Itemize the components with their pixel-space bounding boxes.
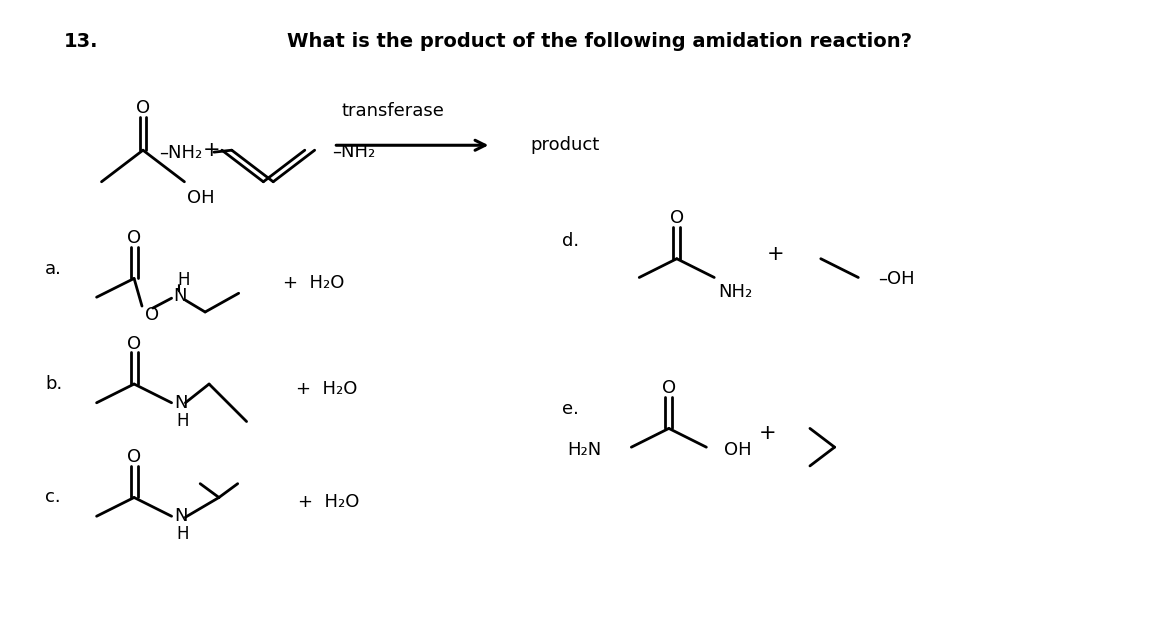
Text: N: N <box>174 507 188 525</box>
Text: OH: OH <box>724 441 752 459</box>
Text: transferase: transferase <box>341 102 444 120</box>
Text: O: O <box>135 99 150 117</box>
Text: O: O <box>669 209 683 227</box>
Text: O: O <box>662 379 676 397</box>
Text: b.: b. <box>46 375 63 393</box>
Text: O: O <box>127 229 141 247</box>
Text: +  H₂O: + H₂O <box>283 275 345 293</box>
Text: +  H₂O: + H₂O <box>296 380 357 398</box>
Text: –NH₂: –NH₂ <box>159 144 202 162</box>
Text: O: O <box>127 448 141 466</box>
Text: H: H <box>176 525 189 543</box>
Text: N: N <box>174 287 187 305</box>
Text: 13.: 13. <box>64 32 98 51</box>
Text: e.: e. <box>562 400 579 417</box>
Text: OH: OH <box>187 188 215 207</box>
Text: d.: d. <box>562 232 579 250</box>
Text: What is the product of the following amidation reaction?: What is the product of the following ami… <box>287 32 912 51</box>
Text: H: H <box>176 412 189 429</box>
Text: –OH: –OH <box>878 270 915 288</box>
Text: a.: a. <box>46 260 62 278</box>
Text: H₂N: H₂N <box>568 441 602 459</box>
Text: N: N <box>174 394 188 412</box>
Text: O: O <box>145 306 159 324</box>
Text: +: + <box>203 140 221 160</box>
Text: –NH₂: –NH₂ <box>333 143 376 161</box>
Text: O: O <box>127 334 141 353</box>
Text: NH₂: NH₂ <box>718 283 752 301</box>
Text: +  H₂O: + H₂O <box>298 494 360 512</box>
Text: +: + <box>759 423 777 444</box>
Text: product: product <box>530 136 600 154</box>
Text: H: H <box>178 271 190 290</box>
Text: c.: c. <box>46 489 61 507</box>
Text: +: + <box>766 244 784 264</box>
